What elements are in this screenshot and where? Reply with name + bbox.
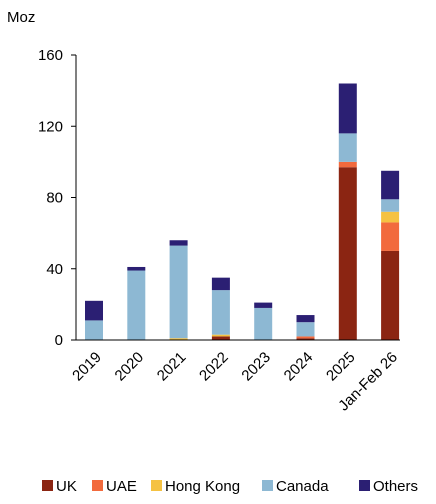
bar-segment-others bbox=[254, 302, 273, 308]
y-tick-label: 0 bbox=[55, 332, 63, 349]
legend-label: Hong Kong bbox=[165, 478, 240, 495]
bar-segment-hong-kong bbox=[381, 211, 400, 223]
bar-segment-uae bbox=[338, 161, 357, 168]
bar-segment-uk bbox=[338, 167, 357, 340]
bar-segment-canada bbox=[127, 270, 146, 340]
y-tick-label: 120 bbox=[38, 118, 63, 135]
x-category-label: 2020 bbox=[112, 349, 148, 385]
legend-swatch-uae bbox=[92, 480, 103, 491]
bar-segment-hong-kong bbox=[211, 334, 230, 337]
bar-segment-canada bbox=[254, 307, 273, 340]
legend-label: Canada bbox=[276, 478, 329, 495]
legend-swatch-others bbox=[359, 480, 370, 491]
bar-segment-others bbox=[338, 83, 357, 134]
bar-segment-uae bbox=[296, 336, 315, 339]
y-tick-label: 80 bbox=[46, 190, 63, 207]
legend-swatch-hong-kong bbox=[151, 480, 162, 491]
bar-segment-uk bbox=[296, 338, 315, 340]
legend-label: UAE bbox=[106, 478, 137, 495]
bar-segment-uae bbox=[381, 222, 400, 251]
bar-segment-canada bbox=[211, 290, 230, 335]
bar-segment-canada bbox=[296, 322, 315, 337]
bar-segment-others bbox=[169, 240, 188, 246]
bar-segment-others bbox=[211, 277, 230, 291]
legend-label: UK bbox=[56, 478, 77, 495]
legend-label: Others bbox=[373, 478, 418, 495]
y-axis-unit-label: Moz bbox=[7, 9, 35, 26]
bar-segment-others bbox=[296, 315, 315, 323]
bar-segment-hong-kong bbox=[169, 338, 188, 340]
x-category-label: 2023 bbox=[238, 349, 274, 385]
legend-swatch-canada bbox=[262, 480, 273, 491]
x-category-label: 2019 bbox=[69, 349, 105, 385]
bar-segment-canada bbox=[381, 199, 400, 212]
legend-swatch-uk bbox=[42, 480, 53, 491]
bar-segment-canada bbox=[85, 320, 103, 340]
legend: UK UAE Hong Kong Canada Others bbox=[42, 478, 418, 495]
bar-segment-uk bbox=[381, 250, 400, 340]
bar-segment-canada bbox=[338, 133, 357, 162]
y-axis: 0 40 80 120 160 bbox=[38, 47, 77, 349]
bar-segment-others bbox=[127, 266, 146, 271]
bar-segment-uk bbox=[211, 336, 230, 340]
bar-segment-others bbox=[85, 300, 103, 321]
bar-segment-canada bbox=[169, 245, 188, 339]
x-category-label: 2024 bbox=[281, 349, 317, 385]
x-category-label: 2025 bbox=[323, 349, 359, 385]
x-category-label: 2022 bbox=[196, 349, 232, 385]
bar-segment-others bbox=[381, 170, 400, 200]
y-tick-label: 40 bbox=[46, 261, 63, 278]
bars bbox=[85, 83, 400, 340]
x-category-label: 2021 bbox=[154, 349, 190, 385]
y-tick-label: 160 bbox=[38, 47, 63, 64]
